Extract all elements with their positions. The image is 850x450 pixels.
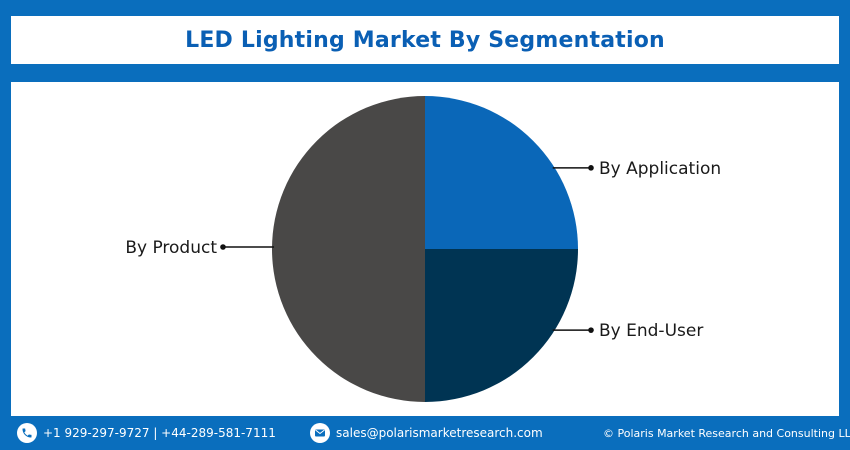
footer-email: sales@polarismarketresearch.com <box>310 423 543 443</box>
footer-phone: +1 929-297-9727 | +44-289-581-7111 <box>17 423 276 443</box>
email-address: sales@polarismarketresearch.com <box>336 426 543 440</box>
slice-label: By Application <box>599 159 721 179</box>
copyright-text: © Polaris Market Research and Consulting… <box>603 426 850 440</box>
footer-copyright: © Polaris Market Research and Consulting… <box>603 427 850 440</box>
email-icon <box>310 423 330 443</box>
phone-icon <box>17 423 37 443</box>
pie-slice-by-application <box>425 96 578 249</box>
pie-slice-by-end-user <box>425 249 578 402</box>
chart-title: LED Lighting Market By Segmentation <box>185 27 665 53</box>
leader-dot <box>220 244 226 250</box>
footer: +1 929-297-9727 | +44-289-581-7111 sales… <box>0 416 850 450</box>
phone-numbers: +1 929-297-9727 | +44-289-581-7111 <box>43 426 276 440</box>
slice-label: By Product <box>125 238 217 258</box>
leader-dot <box>588 327 594 333</box>
chart-area: By Application By End-User By Product <box>11 82 839 416</box>
leader-dot <box>588 165 594 171</box>
pie-chart: By Application By End-User By Product <box>125 96 721 402</box>
pie-slice-by-product <box>272 96 425 402</box>
slice-label: By End-User <box>599 321 703 341</box>
title-box: LED Lighting Market By Segmentation <box>11 16 839 64</box>
